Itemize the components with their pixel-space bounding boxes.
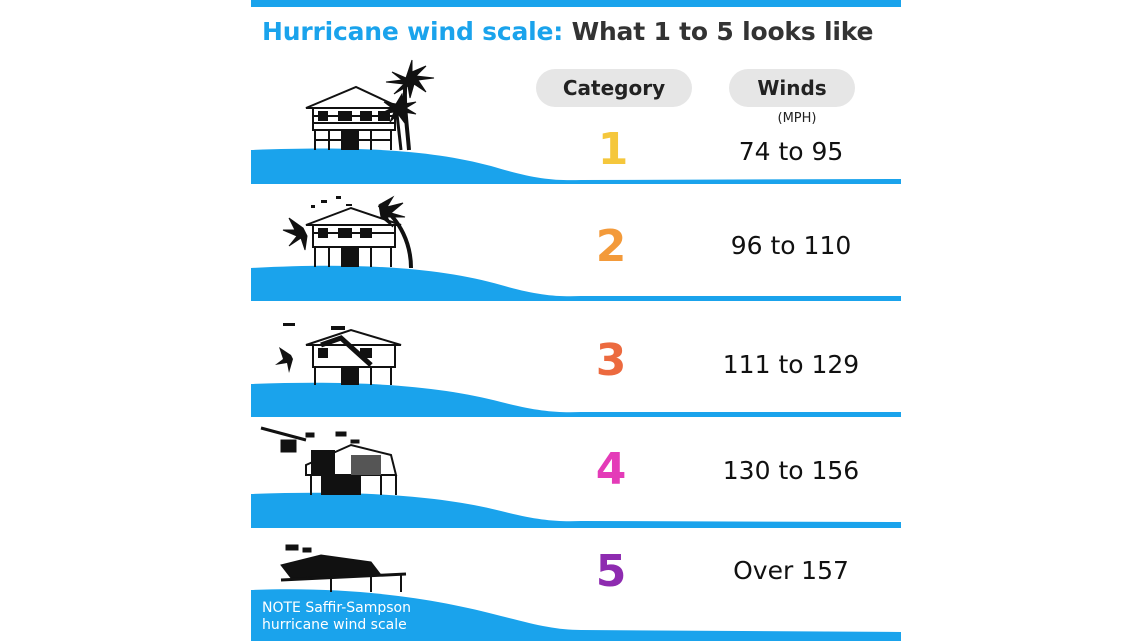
winds-unit: (MPH) xyxy=(777,111,817,126)
winds-1-range: 74 to 95 xyxy=(738,137,844,166)
wave-5 xyxy=(251,589,901,641)
debris-2 xyxy=(311,196,352,208)
scene-illustration xyxy=(251,59,901,641)
footnote: NOTE Saffir-Sampson hurricane wind scale xyxy=(262,600,411,633)
house-4-icon xyxy=(305,443,398,495)
row-5-illustration xyxy=(251,544,901,641)
bent-palm-icon xyxy=(282,195,413,269)
row-2-illustration xyxy=(251,195,901,301)
winds-2-range: 96 to 110 xyxy=(730,231,852,260)
wave-1 xyxy=(251,148,901,184)
debris-3 xyxy=(275,323,345,373)
infographic-panel: Hurricane wind scale: What 1 to 5 looks … xyxy=(251,0,901,641)
wave-2 xyxy=(251,265,901,301)
winds-4-range: 130 to 156 xyxy=(722,456,860,485)
winds-3-range: 111 to 129 xyxy=(722,350,860,379)
house-2-icon xyxy=(305,206,402,267)
category-2-number: 2 xyxy=(595,221,627,272)
page-title: Hurricane wind scale: What 1 to 5 looks … xyxy=(262,17,873,46)
debris-4 xyxy=(260,426,360,453)
wave-4 xyxy=(251,492,901,528)
category-header: Category xyxy=(536,69,692,107)
wave-3 xyxy=(251,382,901,417)
palm-tree-icon xyxy=(379,59,435,151)
winds-header: Winds xyxy=(729,69,855,107)
winds-5-range: Over 157 xyxy=(733,556,849,585)
row-4-illustration xyxy=(251,426,901,528)
title-highlight: Hurricane wind scale: xyxy=(262,17,564,46)
category-3-number: 3 xyxy=(595,335,627,386)
house-3-icon xyxy=(305,328,402,385)
category-4-number: 4 xyxy=(595,444,627,495)
top-accent-bar xyxy=(251,0,901,7)
house-1-icon xyxy=(305,85,402,150)
category-5-number: 5 xyxy=(595,546,627,597)
category-1-number: 1 xyxy=(597,124,629,175)
title-rest: What 1 to 5 looks like xyxy=(571,17,874,46)
house-5-icon xyxy=(280,544,407,592)
row-1-illustration xyxy=(251,59,901,184)
row-3-illustration xyxy=(251,323,901,417)
